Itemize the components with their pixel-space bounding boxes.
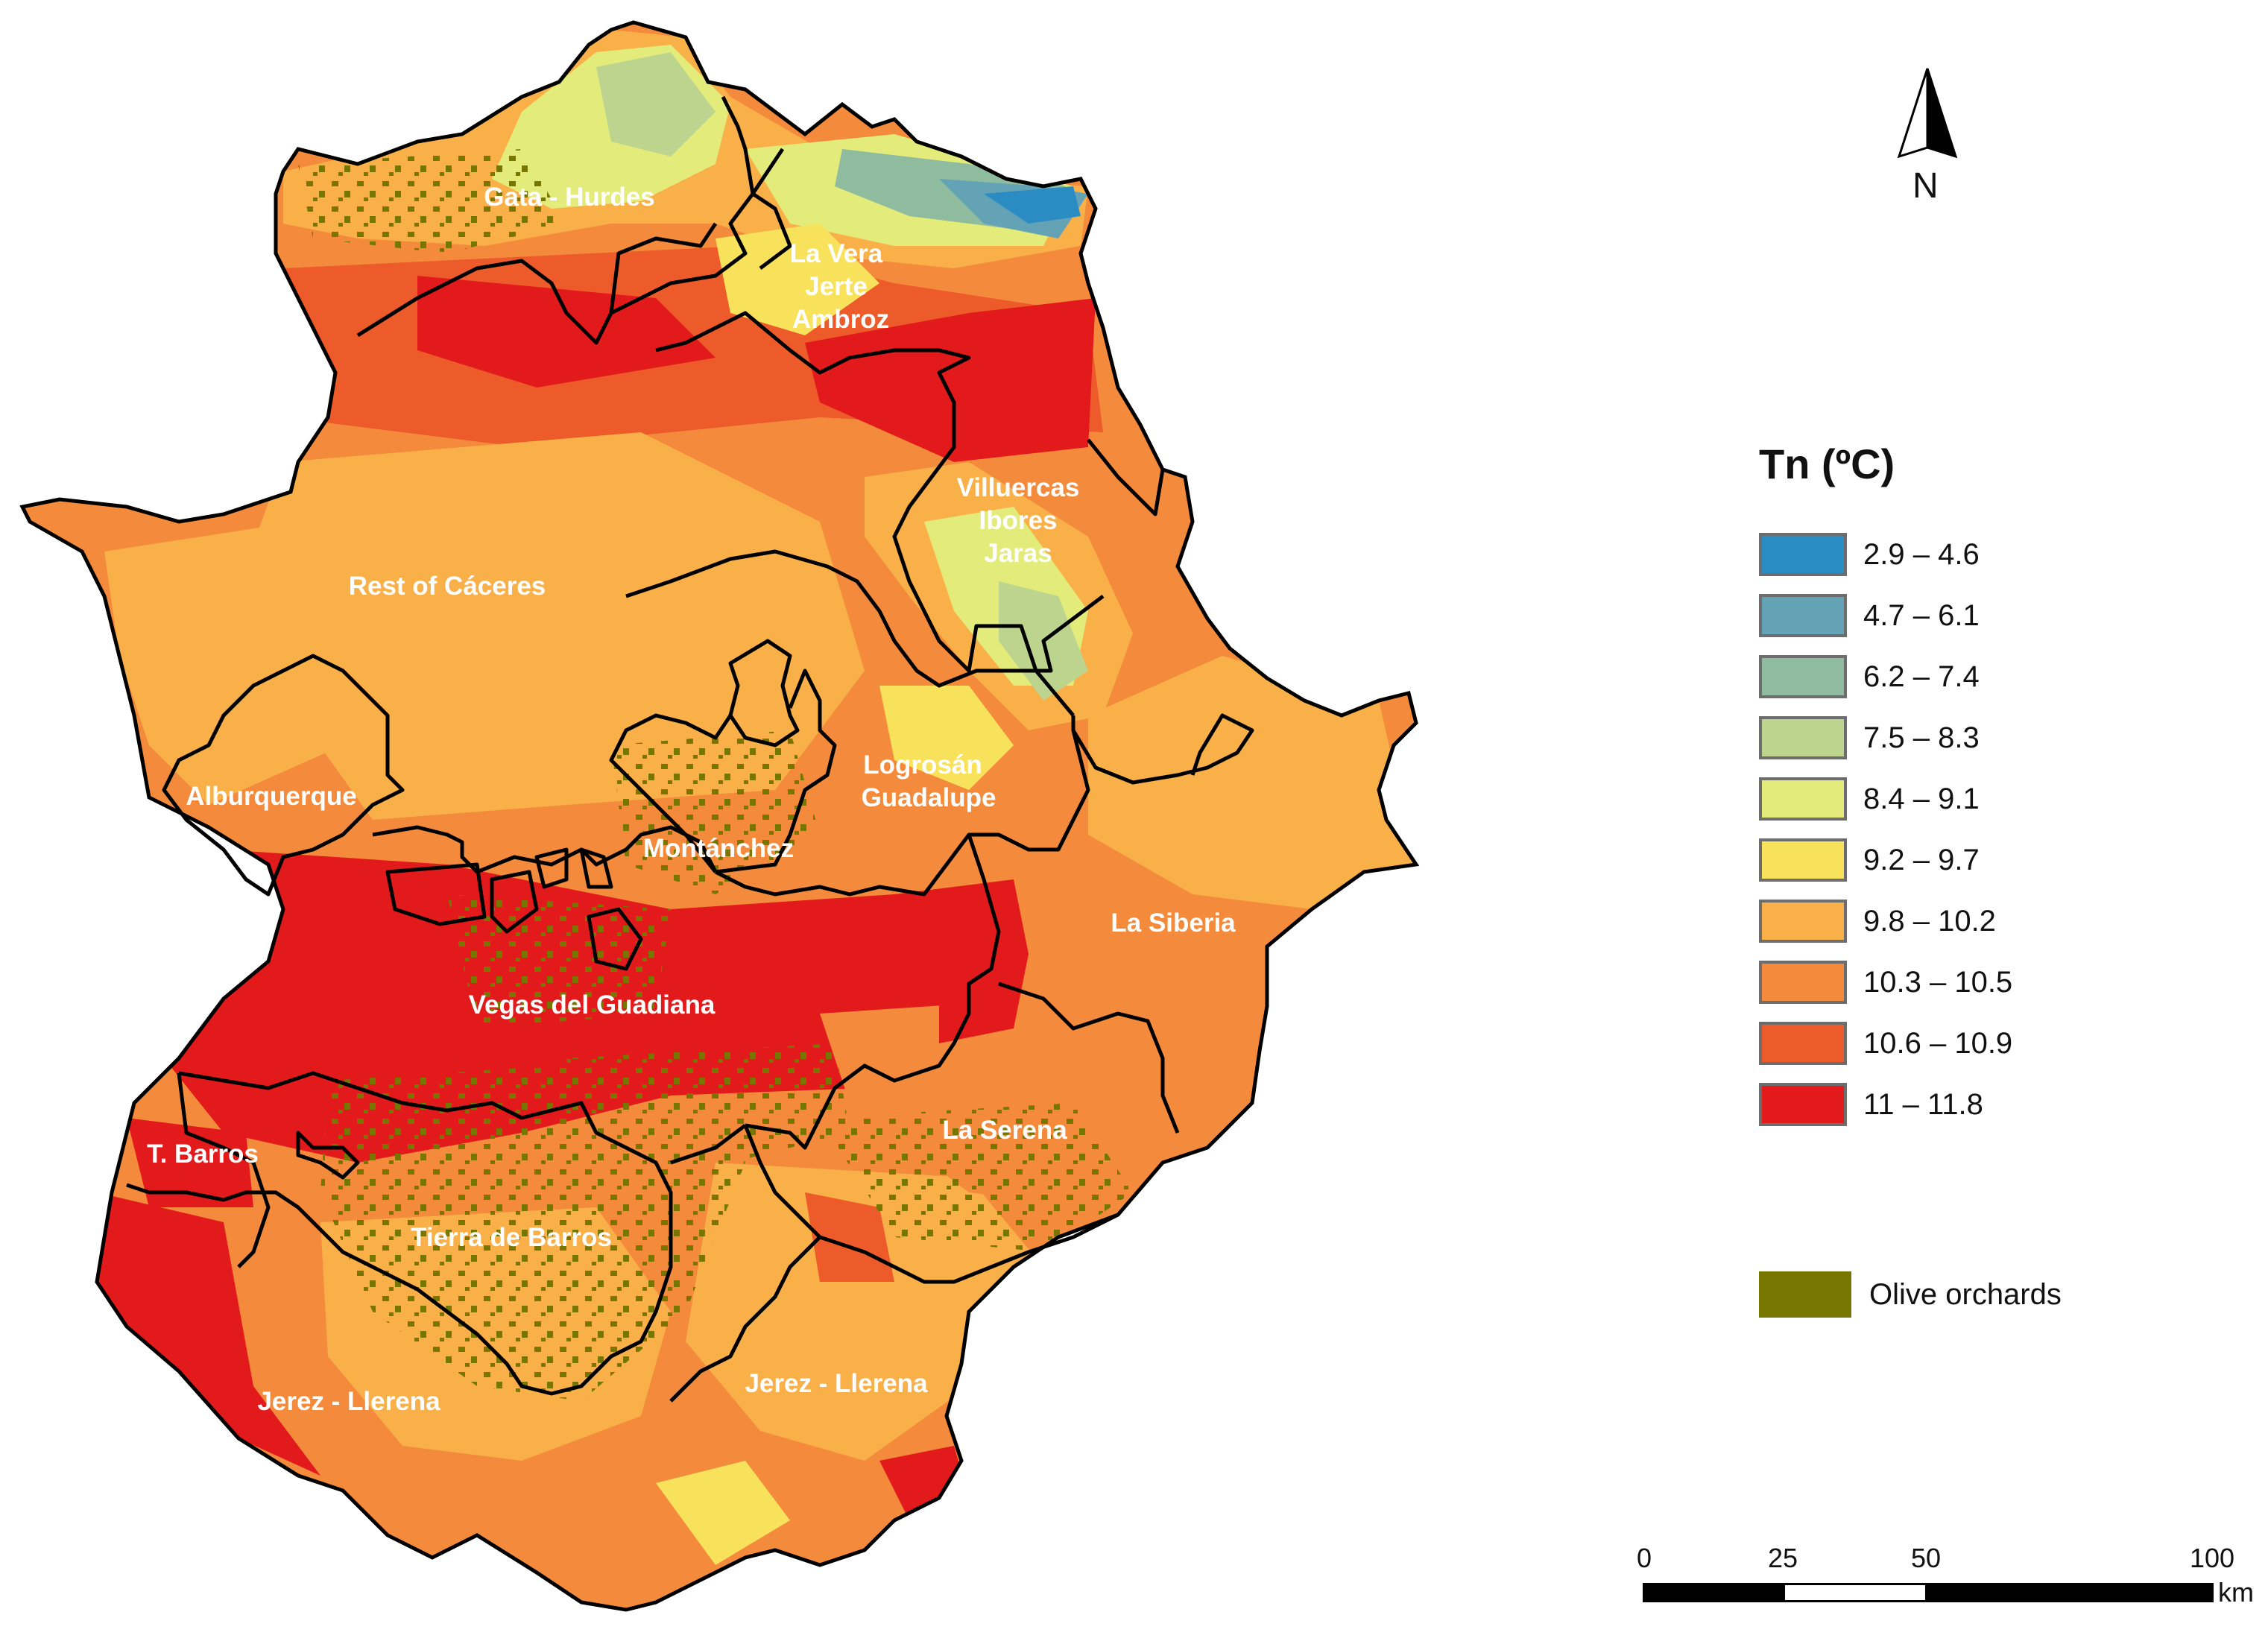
legend-swatch [1759, 533, 1847, 576]
region-label-montanchez: Montánchez [643, 834, 794, 863]
scale-segment-3 [1926, 1583, 2214, 1602]
legend-label: 2.9 – 4.6 [1863, 537, 1980, 571]
legend-label: 6.2 – 7.4 [1863, 660, 1980, 693]
legend-label: 9.8 – 10.2 [1863, 904, 1996, 938]
legend-row: 11 – 11.8 [1759, 1074, 2176, 1135]
legend-row: 2.9 – 4.6 [1759, 524, 2176, 585]
legend-classes: 2.9 – 4.6 4.7 – 6.1 6.2 – 7.4 7.5 – 8.3 8.4 … [1759, 524, 2176, 1135]
legend-label: 10.6 – 10.9 [1863, 1026, 2013, 1060]
legend-swatch [1759, 838, 1847, 882]
legend-label: 8.4 – 9.1 [1863, 782, 1980, 815]
region-label-jaras: Jaras [984, 539, 1052, 568]
legend-row: 9.8 – 10.2 [1759, 891, 2176, 952]
legend-row: 10.3 – 10.5 [1759, 952, 2176, 1013]
region-label-jerte: Jerte [805, 272, 868, 301]
legend-title: Tn (ºC) [1759, 440, 1895, 487]
region-label-t-barros: T. Barros [147, 1139, 259, 1169]
region-label-villuercas: Villuercas [957, 473, 1080, 502]
legend-label: 9.2 – 9.7 [1863, 843, 1980, 876]
region-label-alburquerque: Alburquerque [186, 782, 356, 811]
region-label-la-vera: La Vera [790, 239, 883, 268]
legend-row: 9.2 – 9.7 [1759, 829, 2176, 891]
legend-row: 4.7 – 6.1 [1759, 585, 2176, 646]
region-label-gata-hurdes: Gata - Hurdes [484, 183, 655, 212]
scale-tick-25: 25 [1767, 1543, 1798, 1573]
legend-row: 6.2 – 7.4 [1759, 646, 2176, 707]
scale-segment-2 [1783, 1583, 1927, 1602]
legend-swatch [1759, 716, 1847, 759]
legend-label: 10.3 – 10.5 [1863, 965, 2013, 999]
legend-swatch [1759, 594, 1847, 637]
region-label-tierra-de-barros: Tierra de Barros [411, 1223, 612, 1252]
olive-swatch [1759, 1271, 1851, 1318]
comarca-boundaries [126, 95, 1254, 1403]
region-label-ambroz: Ambroz [792, 305, 889, 334]
north-arrow-icon [1897, 68, 1958, 159]
legend-row: 8.4 – 9.1 [1759, 768, 2176, 829]
region-label-jerez-llerena-west: Jerez - Llerena [257, 1387, 440, 1416]
legend-swatch [1759, 1022, 1847, 1065]
temperature-raster [22, 22, 1416, 1610]
legend-swatch [1759, 777, 1847, 821]
region-label-vegas-del-guadiana: Vegas del Guadiana [469, 990, 716, 1020]
scale-unit: km [2218, 1577, 2254, 1608]
scale-segment-1 [1643, 1583, 1784, 1602]
scale-tick-100: 100 [2189, 1543, 2235, 1573]
region-label-ibores: Ibores [979, 506, 1057, 535]
legend-swatch [1759, 655, 1847, 698]
legend-swatch [1759, 961, 1847, 1004]
legend-label: 4.7 – 6.1 [1863, 598, 1980, 632]
olive-legend-item: Olive orchards [1759, 1271, 2062, 1318]
scale-tick-50: 50 [1910, 1543, 1942, 1573]
region-label-jerez-llerena-east: Jerez - Llerena [745, 1369, 928, 1398]
legend-label: 7.5 – 8.3 [1863, 721, 1980, 754]
legend-swatch [1759, 1083, 1847, 1126]
region-label-rest-of-caceres: Rest of Cáceres [349, 572, 546, 601]
olive-label: Olive orchards [1869, 1277, 2062, 1311]
legend-swatch [1759, 900, 1847, 943]
region-label-la-serena: La Serena [942, 1116, 1067, 1145]
scale-tick-0: 0 [1636, 1543, 1652, 1573]
region-label-la-siberia: La Siberia [1111, 908, 1236, 938]
legend-row: 10.6 – 10.9 [1759, 1013, 2176, 1074]
legend-row: 7.5 – 8.3 [1759, 707, 2176, 768]
legend-label: 11 – 11.8 [1863, 1087, 1983, 1121]
legend: Tn (ºC) 2.9 – 4.6 4.7 – 6.1 6.2 – 7.4 7.5 –… [1759, 440, 2176, 1135]
north-arrow-label: N [1912, 166, 1939, 206]
scale-bar: 0 25 50 100 km [1636, 1543, 2254, 1632]
region-label-guadalupe: Guadalupe [862, 783, 996, 812]
region-label-logrosan: Logrosán [863, 750, 982, 780]
region-labels: Gata - Hurdes La Vera Jerte Ambroz Villu… [147, 183, 1236, 1416]
